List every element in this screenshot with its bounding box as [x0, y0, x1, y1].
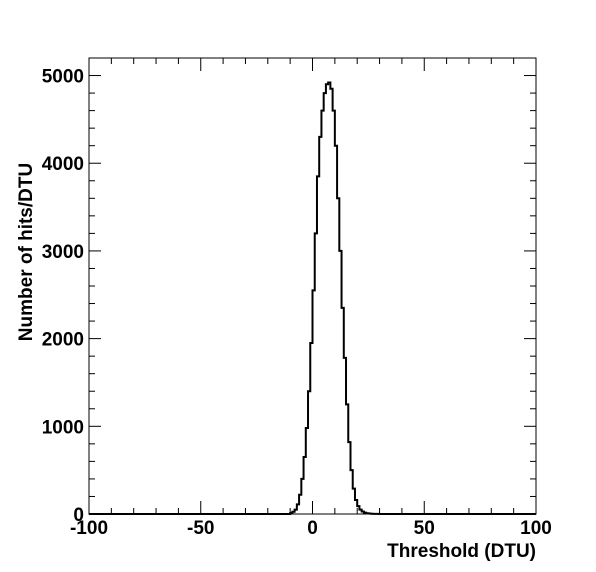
y-tick-label: 0	[73, 505, 84, 526]
y-axis-title: Number of hits/DTU	[16, 163, 37, 341]
y-tick-label: 5000	[42, 67, 84, 88]
y-axis-ticks: 0 1000 2000 3000 4000 5000	[42, 57, 536, 526]
x-tick-label: 50	[414, 518, 435, 539]
y-tick-label: 3000	[42, 242, 84, 263]
plot-frame	[88, 57, 537, 515]
x-tick-label: 0	[307, 518, 318, 539]
y-tick-label: 1000	[42, 417, 84, 438]
histogram-series-line	[89, 81, 536, 515]
y-tick-label: 4000	[42, 154, 84, 175]
x-axis-ticks: -100 -50 0 50 100	[70, 58, 552, 539]
x-axis-title: Threshold (DTU)	[387, 541, 536, 562]
x-tick-label: -50	[187, 518, 214, 539]
y-tick-label: 2000	[42, 330, 84, 351]
x-tick-label: 100	[520, 518, 552, 539]
x-tick-label: -100	[70, 518, 108, 539]
